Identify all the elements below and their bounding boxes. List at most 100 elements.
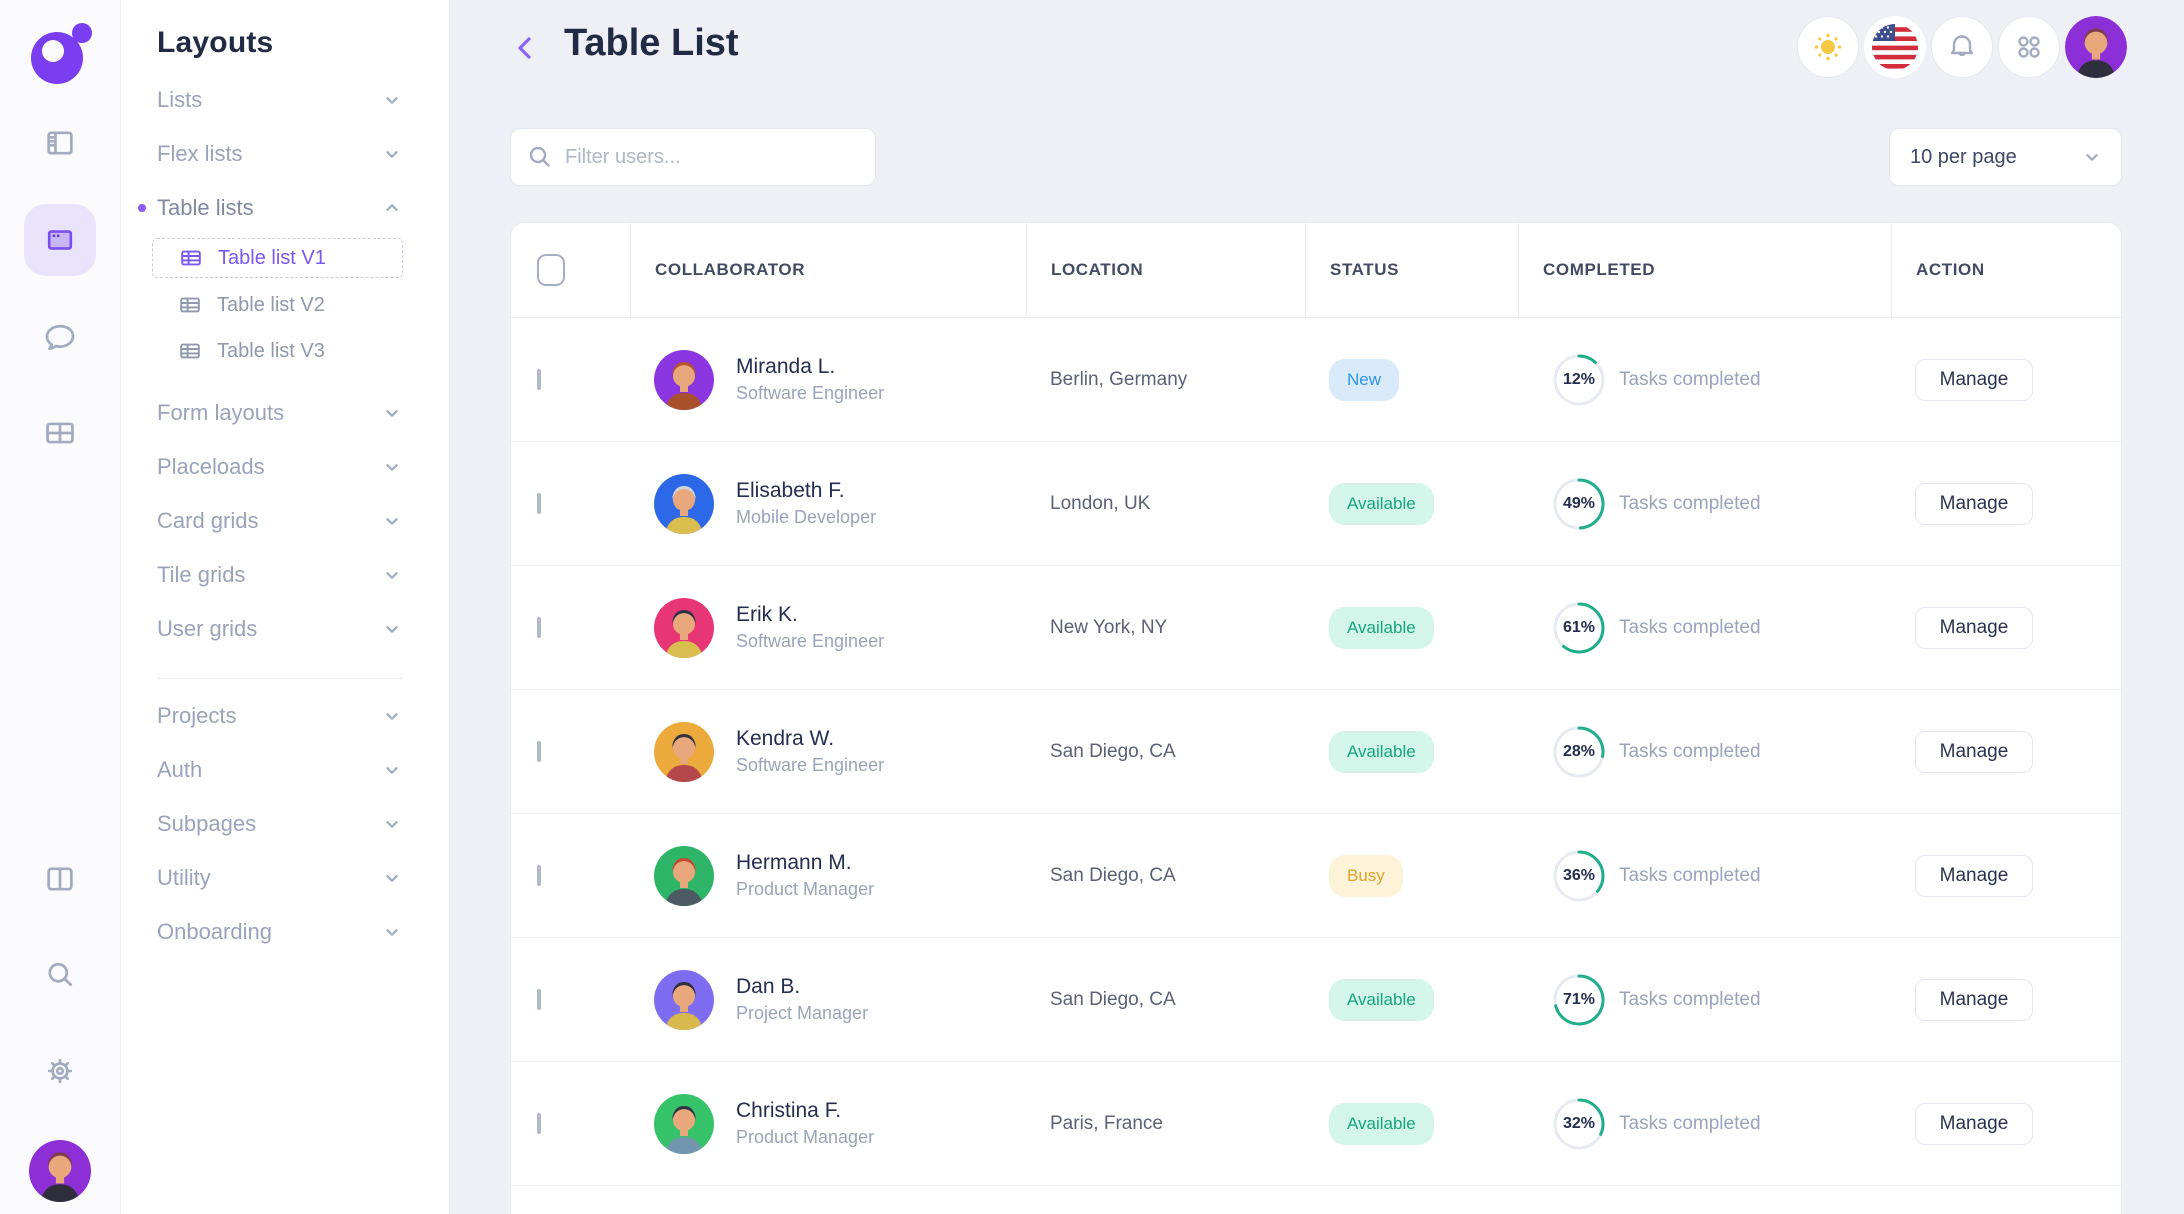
sidebar-subitem-table-list-v2[interactable]: Table list V2 [152, 282, 403, 328]
rail-avatar[interactable] [29, 1140, 91, 1202]
search-icon [529, 146, 550, 167]
sidebar-item-subpages[interactable]: Subpages [157, 797, 403, 851]
gear-icon [47, 1058, 73, 1084]
progress-ring: 28% [1552, 725, 1606, 779]
progress-ring: 61% [1552, 601, 1606, 655]
rail-item-layouts[interactable] [24, 204, 96, 276]
progress-value: 61% [1562, 618, 1596, 636]
tasks-completed-label: Tasks completed [1619, 368, 1761, 390]
sidebar-item-card-grids[interactable]: Card grids [157, 494, 403, 548]
sidebar-item-flex-lists[interactable]: Flex lists [157, 127, 403, 181]
row-checkbox[interactable] [537, 492, 541, 514]
sidebar-subitem-table-list-v3[interactable]: Table list V3 [152, 328, 403, 374]
row-checkbox[interactable] [537, 368, 541, 390]
logo[interactable] [27, 22, 93, 88]
table-row: Erik K. Software Engineer New York, NY A… [511, 566, 2121, 690]
collaborator-name: Miranda L. [736, 355, 836, 378]
manage-button[interactable]: Manage [1915, 358, 2033, 401]
sidebar-item-projects[interactable]: Projects [157, 689, 403, 743]
progress-value: 32% [1562, 1114, 1596, 1132]
status-badge: Available [1329, 1102, 1434, 1145]
progress-value: 49% [1562, 494, 1596, 512]
apps-icon [2018, 36, 2040, 58]
avatar [654, 473, 714, 534]
sidebar-item-user-grids[interactable]: User grids [157, 602, 403, 656]
location: San Diego, CA [1050, 740, 1176, 762]
language-button[interactable] [1864, 16, 1926, 78]
collaborator-role: Software Engineer [736, 631, 885, 651]
column-header: Action [1891, 223, 2121, 317]
select-all-checkbox[interactable] [537, 254, 565, 286]
titlebar: Table List [510, 0, 2127, 96]
rail-item-reader[interactable] [42, 125, 78, 161]
notifications-button[interactable] [1931, 16, 1993, 78]
main-content: Table List [450, 0, 2184, 1214]
row-checkbox[interactable] [537, 740, 541, 762]
location: San Diego, CA [1050, 864, 1176, 886]
per-page-select[interactable]: 10 per page [1889, 128, 2122, 186]
filter-input[interactable] [565, 145, 859, 169]
column-header: Status [1305, 223, 1518, 317]
sidebar-subitem-table-list-v1[interactable]: Table list V1 [152, 238, 403, 278]
progress-ring: 49% [1552, 477, 1606, 531]
row-checkbox[interactable] [537, 616, 541, 638]
row-checkbox[interactable] [537, 988, 541, 1010]
sidebar-item-utility[interactable]: Utility [157, 851, 403, 905]
manage-button[interactable]: Manage [1915, 978, 2033, 1021]
chevron-down-icon [386, 151, 398, 158]
chevron-down-icon [386, 97, 398, 104]
user-avatar[interactable] [2065, 16, 2127, 78]
sidebar-item-onboarding[interactable]: Onboarding [157, 905, 403, 959]
avatar [29, 1140, 91, 1202]
collaborator-name: Kendra W. [736, 727, 835, 750]
rail-item-search[interactable] [42, 957, 78, 993]
tasks-completed-label: Tasks completed [1619, 616, 1761, 638]
table-card: Collaborator Location Status Completed A… [510, 222, 2122, 1214]
page-title: Table List [564, 22, 739, 64]
manage-button[interactable]: Manage [1915, 606, 2033, 649]
sidebar-item-table-lists[interactable]: Table lists [138, 181, 403, 235]
status-badge: Available [1329, 978, 1434, 1021]
avatar [654, 1093, 714, 1154]
sidebar-item-tile-grids[interactable]: Tile grids [157, 548, 403, 602]
sidebar-item-lists[interactable]: Lists [157, 73, 403, 127]
collaborator-role: Project Manager [736, 1003, 869, 1023]
progress-value: 28% [1562, 742, 1596, 760]
manage-button[interactable]: Manage [1915, 1102, 2033, 1145]
table-row: Dan B. Project Manager San Diego, CA Ava… [511, 938, 2121, 1062]
collaborator-name: Erik K. [736, 603, 798, 626]
apps-button[interactable] [1998, 16, 2060, 78]
avatar [654, 845, 714, 906]
row-checkbox[interactable] [537, 1112, 541, 1134]
rail-item-messages[interactable] [42, 319, 78, 355]
table-icon [180, 297, 200, 313]
manage-button[interactable]: Manage [1915, 730, 2033, 773]
avatar [2065, 16, 2127, 78]
manage-button[interactable]: Manage [1915, 854, 2033, 897]
tasks-completed-label: Tasks completed [1619, 1112, 1761, 1134]
reader-icon [47, 131, 73, 155]
avatar [654, 721, 714, 782]
sidebar-item-auth[interactable]: Auth [157, 743, 403, 797]
rail-item-grids[interactable] [42, 415, 78, 451]
table-lists-children: Table list V1 Table list V2 Tabl [152, 238, 403, 374]
rail-item-panels[interactable] [42, 861, 78, 897]
rail-item-settings[interactable] [42, 1053, 78, 1089]
table-icon [180, 343, 200, 359]
back-button[interactable] [508, 30, 544, 66]
chevron-left-icon [518, 37, 531, 59]
sun-icon [1814, 33, 1842, 61]
manage-button[interactable]: Manage [1915, 482, 2033, 525]
collaborator-role: Mobile Developer [736, 507, 877, 527]
row-checkbox[interactable] [537, 864, 541, 886]
sidebar: Layouts Lists Flex lists Table lists [121, 0, 450, 1214]
table-icon [181, 250, 201, 266]
collaborator-name: Dan B. [736, 975, 801, 998]
status-badge: Available [1329, 730, 1434, 773]
sidebar-item-form-layouts[interactable]: Form layouts [157, 386, 403, 440]
theme-toggle-button[interactable] [1797, 16, 1859, 78]
status-badge: New [1329, 358, 1400, 401]
progress-ring: 71% [1552, 973, 1606, 1027]
sidebar-item-placeloads[interactable]: Placeloads [157, 440, 403, 494]
app-window-icon [47, 230, 73, 250]
